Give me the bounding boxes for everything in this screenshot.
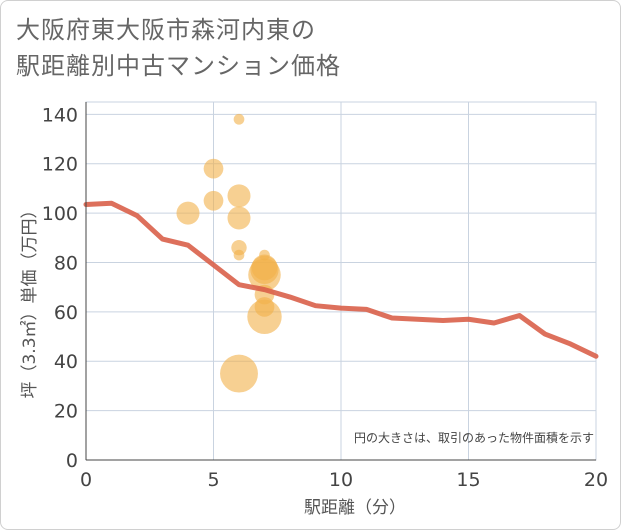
- y-tick-label: 40: [54, 351, 78, 373]
- y-tick-label: 120: [42, 154, 78, 176]
- y-tick-label: 60: [54, 302, 78, 324]
- x-tick-label: 5: [207, 469, 219, 491]
- bubble-point: [247, 299, 282, 335]
- bubble-point: [248, 258, 281, 292]
- x-tick-label: 0: [80, 469, 92, 491]
- y-axis-title: 坪（3.3㎡）単価（万円）: [20, 201, 40, 398]
- y-tick-label: 80: [54, 252, 78, 274]
- average-line: [83, 200, 599, 359]
- bubble-layer: [176, 113, 282, 393]
- bubble-point: [203, 190, 224, 211]
- x-tick-label: 20: [584, 469, 608, 491]
- chart-title: 大阪府東大阪市森河内東の 駅距離別中古マンション価格: [16, 16, 341, 80]
- y-tick-label: 0: [66, 450, 78, 472]
- line-layer: [83, 200, 599, 359]
- y-tick-label: 100: [42, 203, 78, 225]
- bubble-point: [203, 158, 224, 179]
- axis-layer: 0 5 10 15 20 0 20 40 60 80 100 120 140: [42, 102, 608, 491]
- bubble-point: [227, 184, 251, 208]
- bubble-point: [227, 206, 251, 230]
- size-note: 円の大きさは、取引のあった物件面積を示す: [354, 430, 594, 445]
- y-tick-label: 140: [42, 104, 78, 126]
- y-tick-label: 20: [54, 401, 78, 423]
- x-axis-title: 駅距離（分）: [304, 498, 406, 518]
- grid-layer: [85, 101, 597, 461]
- bubble-point: [220, 354, 258, 393]
- x-tick-label: 10: [329, 469, 353, 491]
- bubble-point: [233, 113, 245, 125]
- x-tick-label: 15: [456, 469, 480, 491]
- bubble-point: [233, 249, 245, 261]
- bubble-point: [176, 201, 200, 225]
